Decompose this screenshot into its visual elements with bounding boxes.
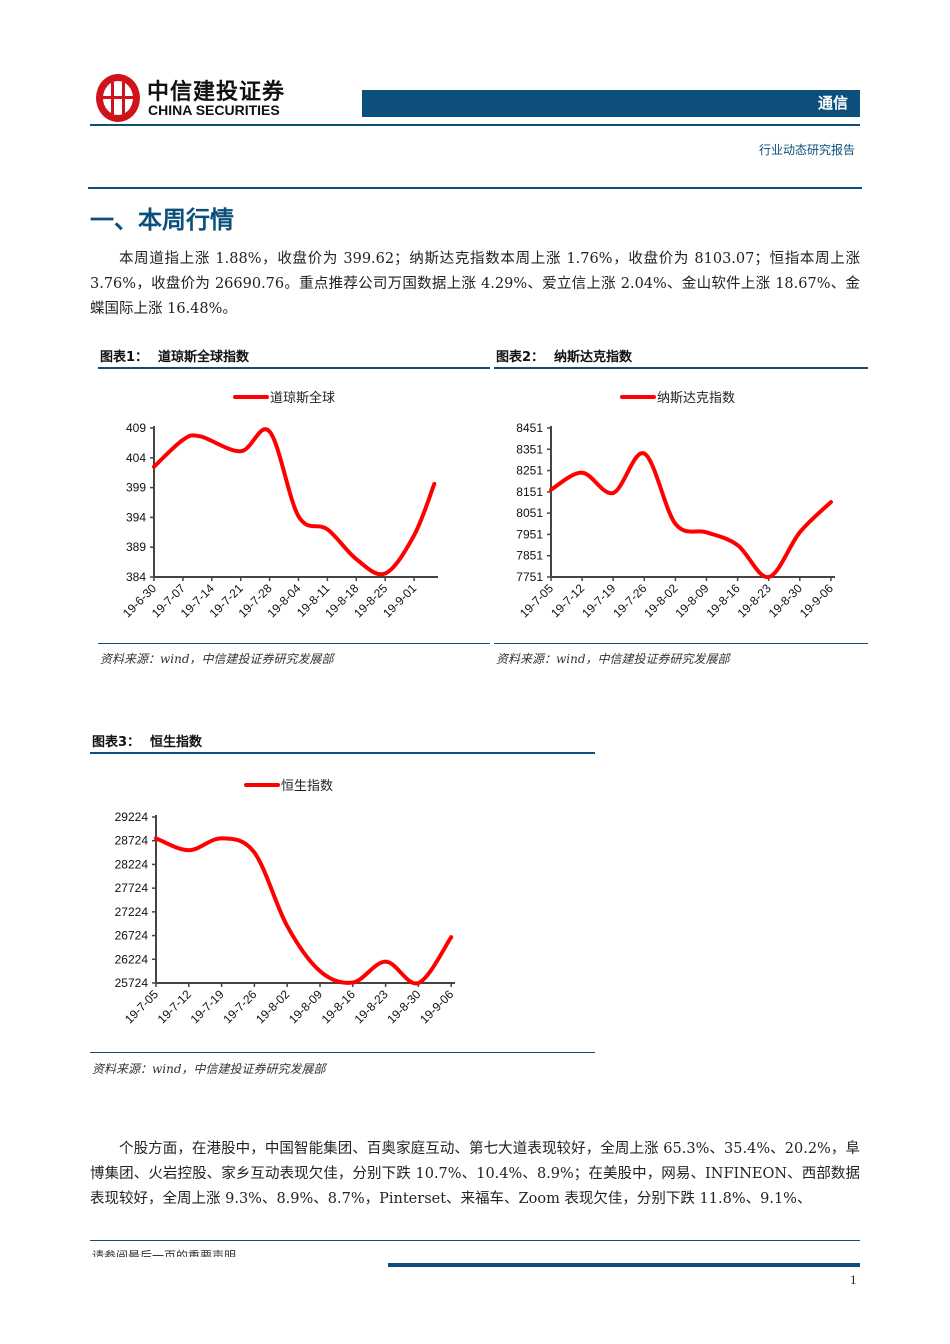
- header-divider: [90, 124, 860, 126]
- figure-1-bottom-rule: [98, 643, 490, 644]
- x-tick-label: 19-7-19: [188, 987, 227, 1026]
- figure-3-bottom-rule: [90, 1052, 595, 1053]
- logo-english: CHINA SECURITIES: [148, 102, 280, 118]
- logo-chinese: 中信建投证券: [147, 80, 286, 105]
- legend-label: 道琼斯全球: [270, 390, 335, 405]
- y-tick-label: 8251: [516, 464, 543, 478]
- footer-bar: [388, 1263, 860, 1267]
- y-tick-label: 26224: [115, 952, 149, 966]
- figure-3-source: 资料来源：wind，中信建投证券研究发展部: [92, 1062, 326, 1076]
- y-tick-label: 8051: [516, 506, 543, 520]
- page-number: 1: [850, 1272, 857, 1287]
- figure-1-source: 资料来源：wind，中信建投证券研究发展部: [100, 652, 334, 666]
- y-tick-label: 8351: [516, 442, 543, 456]
- y-tick-label: 28724: [115, 834, 149, 848]
- y-tick-label: 404: [126, 451, 146, 465]
- section-title: 一、本周行情: [90, 206, 234, 234]
- y-tick-label: 8451: [516, 421, 543, 435]
- paragraph-market: 本周道指上涨 1.88%，收盘价为 399.62；纳斯达克指数本周上涨 1.76…: [90, 251, 860, 317]
- x-tick-label: 19-7-26: [220, 987, 259, 1026]
- series-line: [549, 451, 833, 579]
- y-tick-label: 29224: [115, 810, 149, 824]
- y-tick-label: 399: [126, 481, 146, 495]
- x-tick-label: 19-8-09: [286, 987, 325, 1026]
- citic-logo-icon: [96, 74, 140, 122]
- figure-name: 恒生指数: [150, 735, 203, 750]
- legend-label: 恒生指数: [281, 778, 333, 793]
- section-divider: [88, 187, 862, 189]
- y-tick-label: 8151: [516, 485, 543, 499]
- y-tick-label: 28224: [115, 857, 149, 871]
- y-tick-label: 26724: [115, 929, 149, 943]
- figure-2-source: 资料来源：wind，中信建投证券研究发展部: [496, 652, 730, 666]
- y-tick-label: 409: [126, 421, 146, 435]
- x-tick-label: 19-8-16: [319, 987, 358, 1026]
- figure-name: 纳斯达克指数: [554, 350, 633, 365]
- x-tick-label: 19-9-06: [417, 987, 456, 1026]
- y-tick-label: 27724: [115, 881, 149, 895]
- sector-banner: 通信: [362, 90, 860, 117]
- y-tick-label: 389: [126, 540, 146, 554]
- report-type: 行业动态研究报告: [758, 143, 855, 157]
- figure-2-title: 图表2： 纳斯达克指数: [496, 346, 632, 365]
- x-tick-label: 19-7-12: [155, 987, 194, 1026]
- x-tick-label: 19-8-23: [352, 987, 391, 1026]
- y-tick-label: 27224: [115, 905, 149, 919]
- y-tick-label: 7851: [516, 549, 543, 563]
- figure-3-title: 图表3： 恒生指数: [92, 731, 202, 750]
- y-tick-label: 394: [126, 510, 146, 524]
- y-tick-label: 7951: [516, 527, 543, 541]
- series-line: [154, 836, 454, 986]
- figure-label: 图表3：: [92, 735, 141, 750]
- disclaimer-note: 请参阅最后一页的重要声明: [92, 1249, 237, 1257]
- figure-1-top-rule: [98, 367, 490, 369]
- paragraph-stocks: 个股方面，在港股中，中国智能集团、百奥家庭互动、第七大道表现较好，全周上涨 65…: [90, 1141, 860, 1207]
- figure-label: 图表1：: [100, 350, 149, 365]
- figure-3-top-rule: [90, 752, 595, 754]
- figure-1-title: 图表1： 道琼斯全球指数: [100, 346, 249, 365]
- x-tick-label: 19-7-05: [122, 987, 161, 1026]
- figure-name: 道琼斯全球指数: [158, 350, 250, 365]
- x-tick-label: 19-8-30: [384, 987, 423, 1026]
- figure-2-bottom-rule: [494, 643, 868, 644]
- footer-divider: [90, 1240, 860, 1241]
- x-tick-label: 19-8-02: [253, 987, 292, 1026]
- figure-label: 图表2：: [496, 350, 545, 365]
- y-tick-label: 7751: [516, 570, 543, 584]
- y-tick-label: 384: [126, 570, 146, 584]
- legend-label: 纳斯达克指数: [657, 390, 735, 405]
- y-tick-label: 25724: [115, 976, 149, 990]
- figure-2-top-rule: [494, 367, 868, 369]
